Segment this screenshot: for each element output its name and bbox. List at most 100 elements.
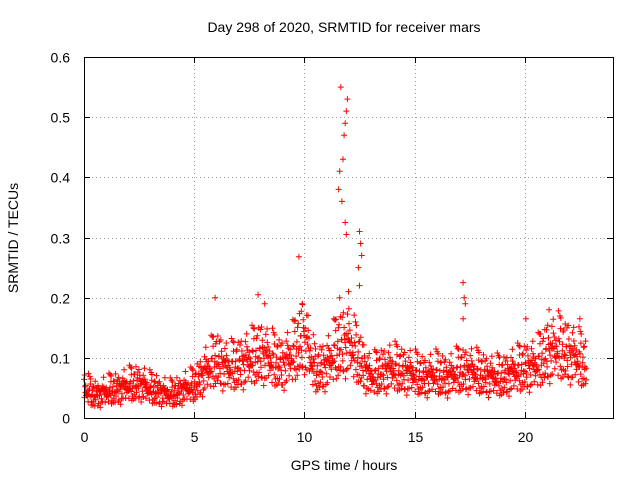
- data-point: [276, 364, 283, 371]
- data-point: [179, 402, 185, 409]
- data-point: [547, 372, 554, 379]
- data-point: [260, 382, 267, 389]
- data-point: [546, 347, 553, 354]
- data-point: [412, 388, 419, 395]
- data-point: [106, 384, 113, 391]
- data-point: [337, 84, 344, 91]
- data-point: [217, 337, 224, 343]
- data-point: [405, 354, 412, 361]
- data-point: [274, 343, 281, 350]
- x-tick-labels: 0 5 10 15 20: [81, 429, 534, 445]
- data-point: [406, 385, 413, 392]
- data-point: [265, 344, 272, 350]
- data-point: [426, 359, 433, 366]
- data-point: [470, 383, 476, 390]
- data-point: [278, 372, 285, 378]
- data-point: [506, 386, 513, 393]
- data-point: [555, 307, 562, 314]
- data-point: [536, 353, 543, 360]
- data-point: [438, 359, 445, 366]
- data-point: [242, 378, 249, 385]
- data-point: [358, 362, 365, 369]
- data-point: [286, 372, 293, 379]
- data-point: [210, 333, 217, 340]
- data-point: [384, 384, 391, 391]
- data-point: [460, 381, 467, 387]
- data-point: [112, 370, 119, 377]
- data-point: [476, 349, 482, 356]
- data-point: [429, 386, 436, 393]
- data-point: [294, 372, 301, 379]
- data-point: [303, 334, 310, 341]
- data-point: [407, 347, 414, 354]
- data-point: [98, 395, 105, 402]
- data-point: [413, 367, 420, 374]
- data-point: [468, 357, 475, 364]
- data-point: [287, 346, 294, 353]
- data-point: [250, 335, 257, 342]
- data-point: [242, 338, 249, 345]
- data-point: [454, 345, 461, 352]
- data-point: [295, 320, 302, 327]
- data-point: [454, 364, 461, 371]
- data-point: [522, 315, 529, 322]
- data-point: [433, 346, 439, 352]
- data-point: [228, 335, 235, 342]
- data-point: [378, 347, 385, 354]
- data-point: [429, 369, 436, 376]
- y-tick-label: 0.5: [51, 110, 71, 126]
- data-point: [269, 379, 275, 386]
- data-point: [582, 338, 589, 345]
- data-point: [562, 321, 569, 327]
- data-point: [414, 351, 421, 358]
- data-point: [531, 378, 538, 385]
- data-point: [306, 335, 312, 342]
- data-point: [365, 354, 371, 361]
- data-point: [364, 376, 371, 383]
- data-point: [559, 347, 566, 354]
- data-point: [551, 365, 558, 372]
- data-point: [134, 369, 141, 376]
- data-point: [291, 328, 298, 335]
- data-point: [253, 347, 259, 354]
- data-point: [214, 333, 221, 339]
- data-point: [89, 387, 96, 394]
- data-point: [380, 376, 387, 383]
- data-point: [121, 366, 128, 373]
- data-point: [433, 366, 440, 373]
- data-point: [293, 338, 300, 345]
- data-point: [97, 404, 104, 411]
- data-point: [526, 389, 533, 396]
- data-point: [473, 344, 480, 351]
- data-point: [534, 367, 541, 374]
- data-point: [108, 373, 115, 379]
- data-point: [237, 371, 244, 378]
- data-point: [498, 370, 505, 376]
- data-point: [233, 348, 240, 355]
- data-point: [499, 361, 506, 368]
- data-point: [506, 393, 512, 400]
- data-point: [524, 343, 531, 350]
- data-point: [351, 312, 358, 319]
- data-point: [357, 240, 364, 247]
- data-point: [312, 345, 319, 352]
- data-point: [212, 352, 219, 359]
- data-point: [578, 331, 585, 337]
- data-point: [569, 329, 576, 336]
- data-point: [298, 347, 305, 354]
- data-point: [486, 380, 493, 387]
- data-point: [467, 384, 474, 391]
- y-tick-label: 0.2: [51, 291, 71, 307]
- data-point: [373, 380, 380, 387]
- data-point: [582, 380, 589, 387]
- data-point: [376, 356, 383, 363]
- data-point: [109, 383, 116, 390]
- data-point: [336, 321, 342, 328]
- data-point: [430, 380, 437, 387]
- data-point: [376, 355, 383, 362]
- data-point: [279, 382, 286, 388]
- data-point: [335, 324, 342, 331]
- data-point: [222, 381, 229, 388]
- data-point: [239, 358, 246, 365]
- data-point: [250, 369, 257, 375]
